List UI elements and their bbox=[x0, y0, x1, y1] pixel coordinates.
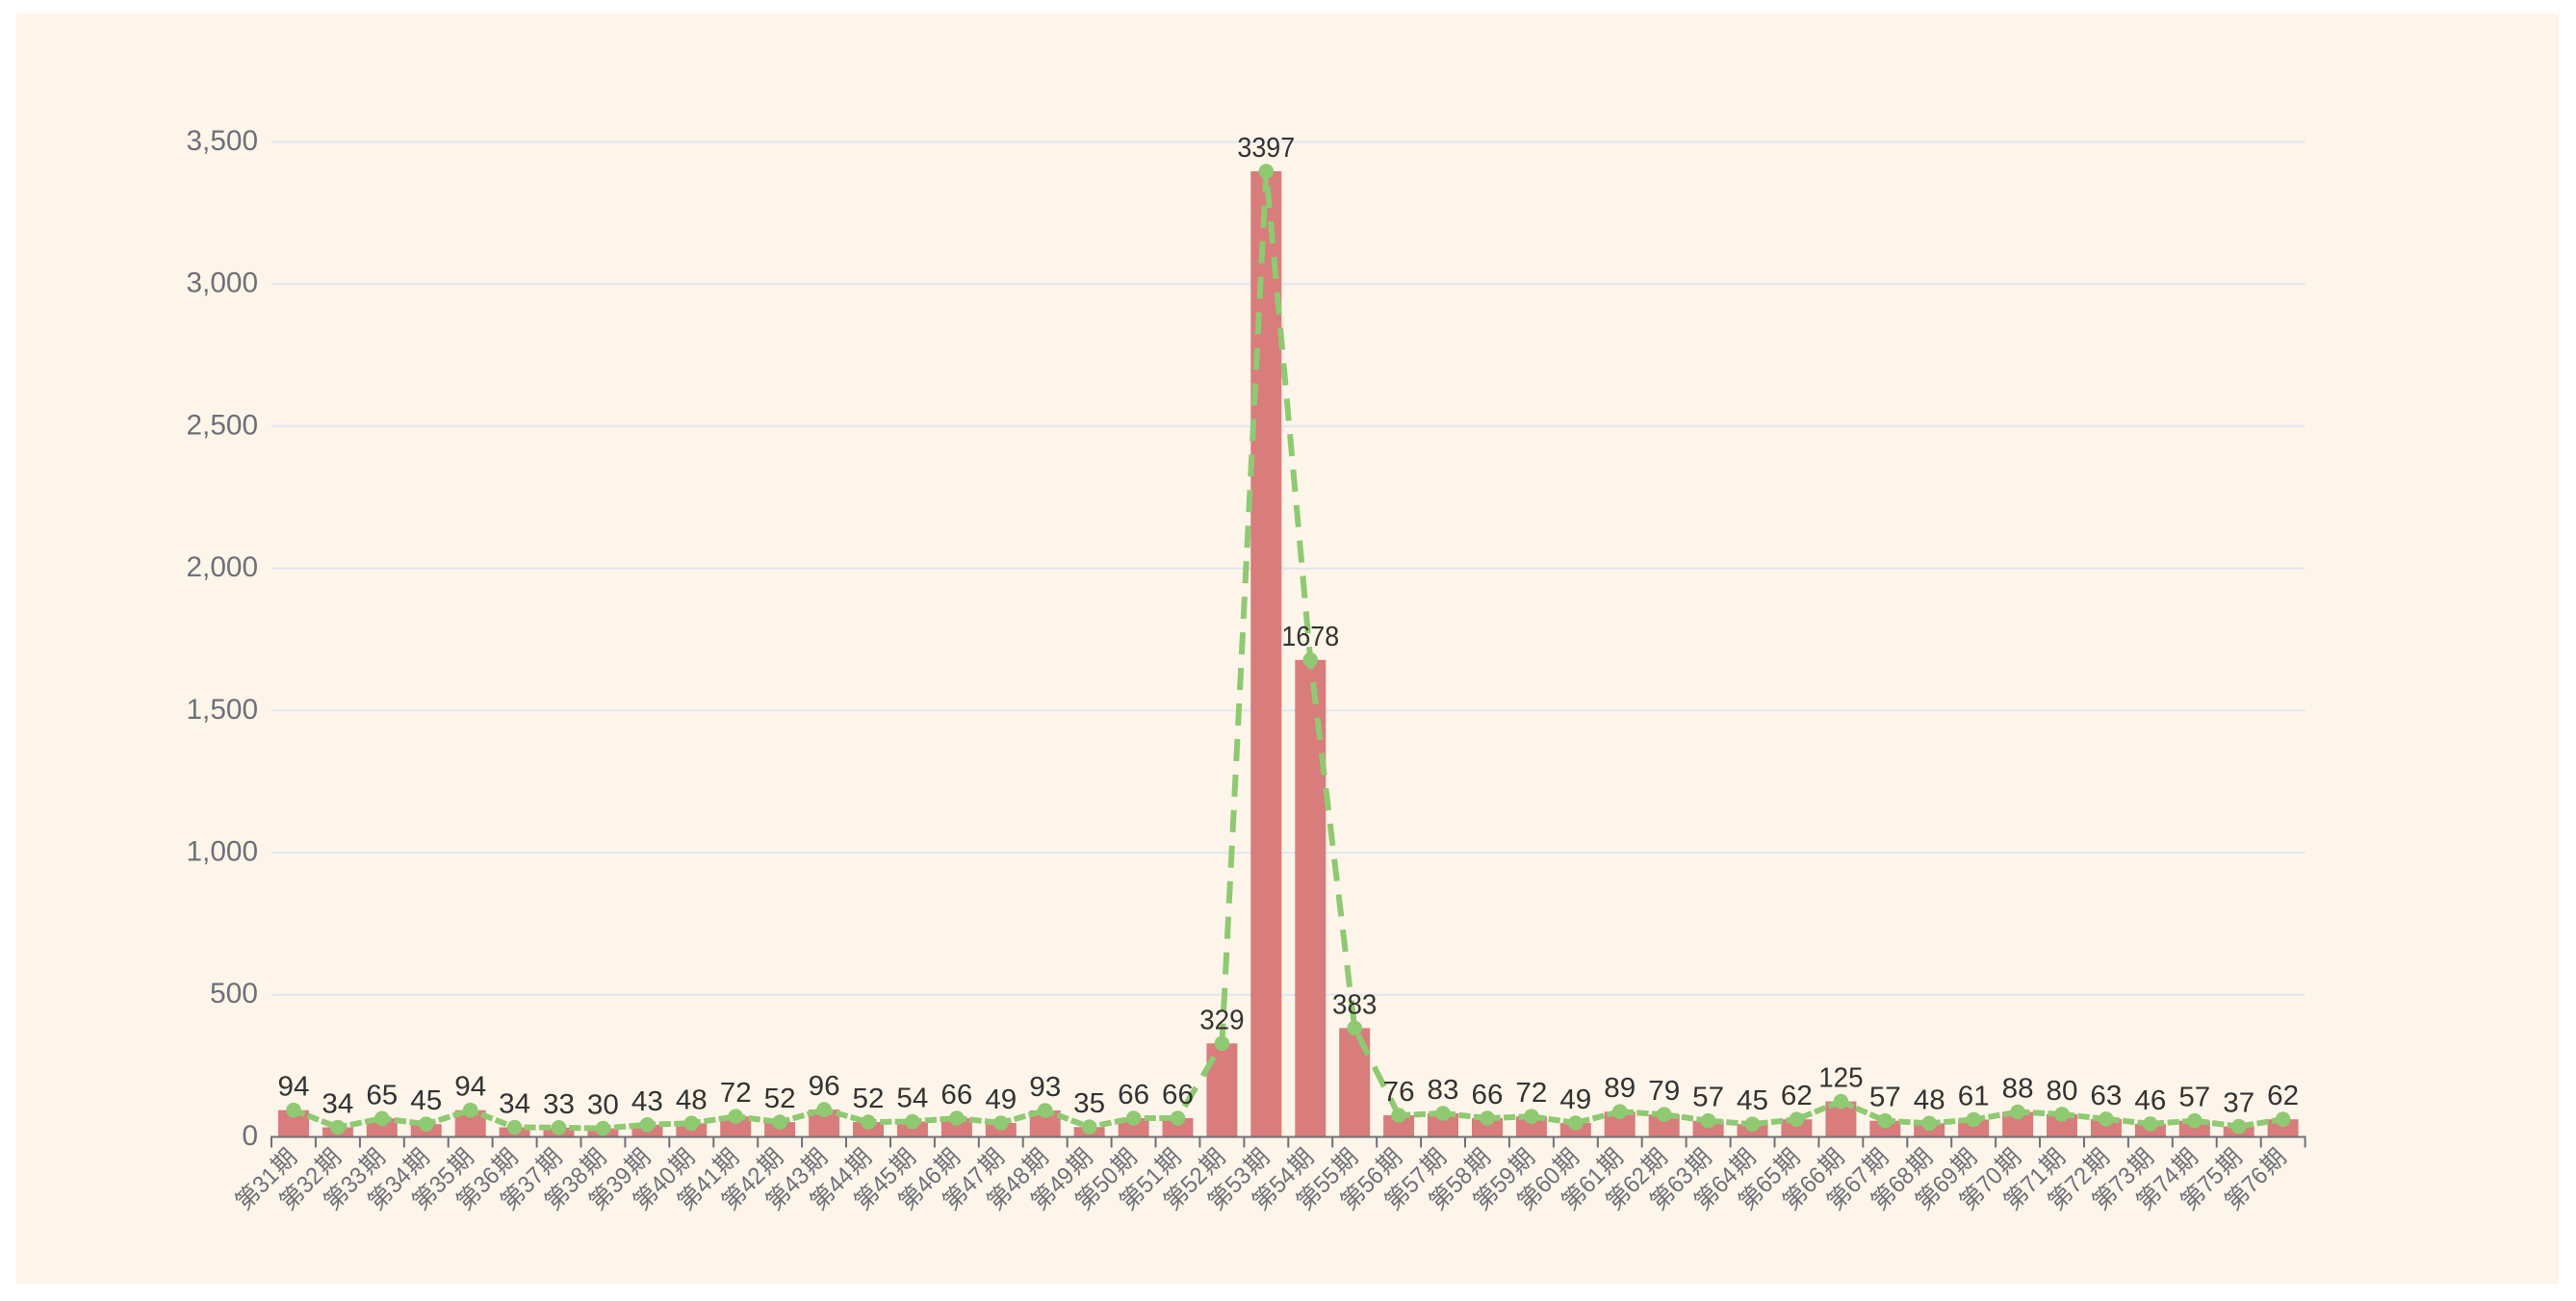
svg-text:57: 57 bbox=[2178, 1083, 2210, 1113]
svg-text:62: 62 bbox=[1781, 1081, 1813, 1111]
svg-text:30: 30 bbox=[587, 1090, 619, 1121]
svg-text:2,000: 2,000 bbox=[187, 551, 259, 583]
svg-text:46: 46 bbox=[2134, 1085, 2166, 1116]
svg-text:43: 43 bbox=[631, 1086, 663, 1117]
svg-text:66: 66 bbox=[1472, 1080, 1504, 1110]
svg-text:57: 57 bbox=[1692, 1083, 1724, 1113]
svg-text:89: 89 bbox=[1604, 1073, 1636, 1104]
svg-text:1678: 1678 bbox=[1281, 622, 1339, 652]
svg-text:37: 37 bbox=[2223, 1088, 2254, 1119]
svg-text:3,000: 3,000 bbox=[187, 268, 259, 299]
svg-text:34: 34 bbox=[322, 1089, 353, 1120]
svg-text:80: 80 bbox=[2047, 1076, 2078, 1107]
svg-text:94: 94 bbox=[278, 1072, 310, 1103]
svg-text:49: 49 bbox=[1559, 1084, 1591, 1115]
svg-text:66: 66 bbox=[1162, 1080, 1194, 1110]
svg-text:57: 57 bbox=[1869, 1083, 1901, 1113]
svg-text:93: 93 bbox=[1029, 1072, 1061, 1103]
svg-text:76: 76 bbox=[1383, 1077, 1415, 1108]
svg-text:500: 500 bbox=[210, 978, 258, 1009]
svg-text:65: 65 bbox=[366, 1080, 398, 1110]
svg-text:1,000: 1,000 bbox=[187, 836, 259, 868]
svg-text:383: 383 bbox=[1332, 989, 1377, 1020]
svg-text:3397: 3397 bbox=[1237, 133, 1295, 164]
svg-text:94: 94 bbox=[454, 1072, 486, 1103]
svg-text:2,500: 2,500 bbox=[187, 409, 259, 441]
svg-text:329: 329 bbox=[1199, 1005, 1244, 1035]
svg-text:66: 66 bbox=[1118, 1080, 1149, 1110]
svg-text:48: 48 bbox=[1914, 1084, 1945, 1115]
svg-text:52: 52 bbox=[764, 1084, 796, 1114]
svg-text:48: 48 bbox=[676, 1084, 708, 1115]
svg-text:83: 83 bbox=[1428, 1075, 1459, 1106]
svg-text:62: 62 bbox=[2267, 1081, 2299, 1111]
svg-text:52: 52 bbox=[853, 1084, 885, 1114]
svg-text:72: 72 bbox=[1515, 1078, 1547, 1109]
svg-text:88: 88 bbox=[2002, 1074, 2034, 1105]
svg-text:35: 35 bbox=[1073, 1088, 1105, 1119]
svg-text:33: 33 bbox=[543, 1089, 575, 1120]
svg-text:3,500: 3,500 bbox=[187, 125, 259, 157]
svg-text:61: 61 bbox=[1958, 1082, 1990, 1112]
svg-text:63: 63 bbox=[2090, 1081, 2122, 1111]
svg-text:45: 45 bbox=[410, 1085, 442, 1116]
svg-text:72: 72 bbox=[720, 1078, 752, 1109]
svg-text:125: 125 bbox=[1818, 1063, 1863, 1094]
svg-text:1,500: 1,500 bbox=[187, 694, 259, 726]
svg-text:96: 96 bbox=[809, 1071, 840, 1102]
svg-text:49: 49 bbox=[985, 1084, 1017, 1115]
svg-text:0: 0 bbox=[242, 1120, 258, 1152]
svg-text:45: 45 bbox=[1737, 1085, 1768, 1116]
svg-text:54: 54 bbox=[896, 1084, 928, 1114]
svg-text:34: 34 bbox=[499, 1089, 530, 1120]
svg-text:66: 66 bbox=[940, 1080, 972, 1110]
svg-text:79: 79 bbox=[1648, 1076, 1680, 1107]
